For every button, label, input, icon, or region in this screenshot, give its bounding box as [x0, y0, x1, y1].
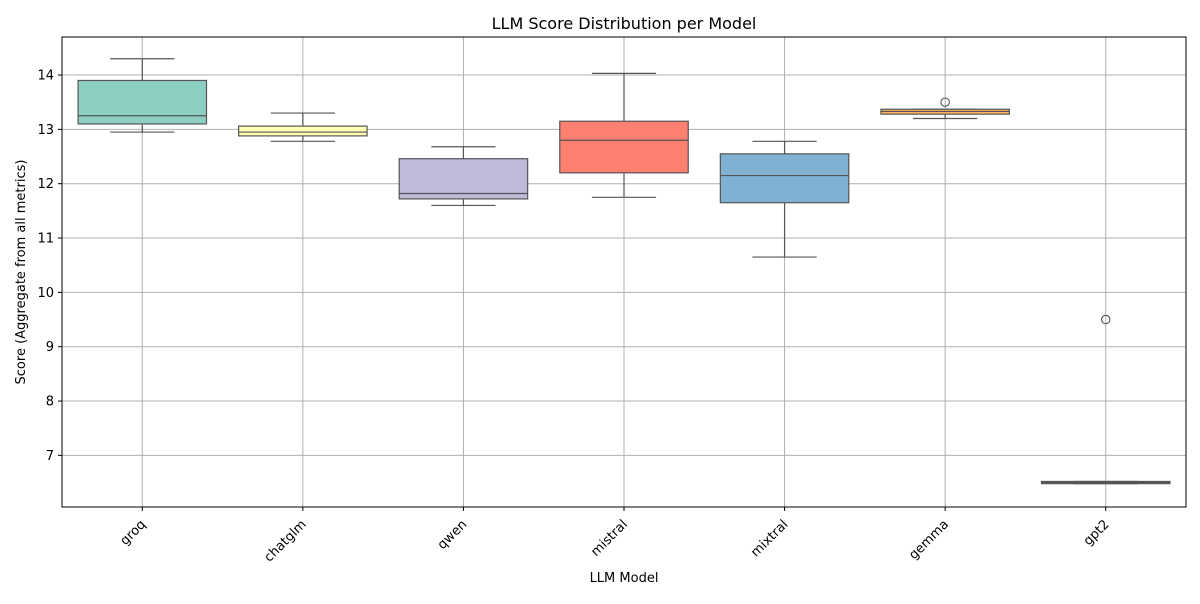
x-tick-label: mistral [588, 517, 630, 559]
y-tick-label: 8 [46, 395, 54, 410]
x-tick-label: qwen [435, 517, 470, 552]
x-tick-label: gemma [906, 517, 952, 563]
x-tick-label: chatglm [262, 517, 310, 565]
x-tick-label: groq [118, 517, 149, 548]
y-tick-label: 10 [37, 286, 54, 301]
x-tick-label: gpt2 [1081, 517, 1113, 549]
box-body [238, 125, 368, 137]
box-gpt2 [1040, 314, 1171, 485]
box-mixtral [719, 140, 850, 258]
box-mistral [559, 72, 689, 198]
y-tick-label: 12 [37, 177, 54, 192]
y-tick-label: 14 [37, 69, 54, 84]
y-axis-label: Score (Aggregate from all metrics) [14, 160, 29, 385]
box-gemma [880, 97, 1010, 120]
y-tick-label: 7 [46, 449, 54, 464]
y-tick-label: 13 [37, 123, 54, 138]
x-tick-layer: groq chatglm qwen mistral mixtral gemma gpt2 [118, 507, 1113, 565]
box-qwen [398, 146, 529, 207]
box-body [719, 153, 850, 204]
box-body [77, 79, 208, 125]
box-body [398, 158, 529, 200]
box-layer [77, 58, 1171, 485]
box-body [559, 120, 689, 174]
y-tick-layer: 7 8 9 10 11 12 13 14 [37, 69, 62, 464]
x-tick-label: mixtral [748, 517, 791, 560]
chart-title: LLM Score Distribution per Model [492, 14, 757, 33]
outlier-point [1100, 314, 1111, 325]
box-chatglm [238, 112, 368, 142]
y-tick-label: 11 [37, 232, 54, 247]
x-axis-label: LLM Model [590, 571, 659, 586]
y-tick-label: 9 [46, 340, 54, 355]
outlier-point [940, 97, 950, 107]
box-groq [77, 58, 208, 133]
